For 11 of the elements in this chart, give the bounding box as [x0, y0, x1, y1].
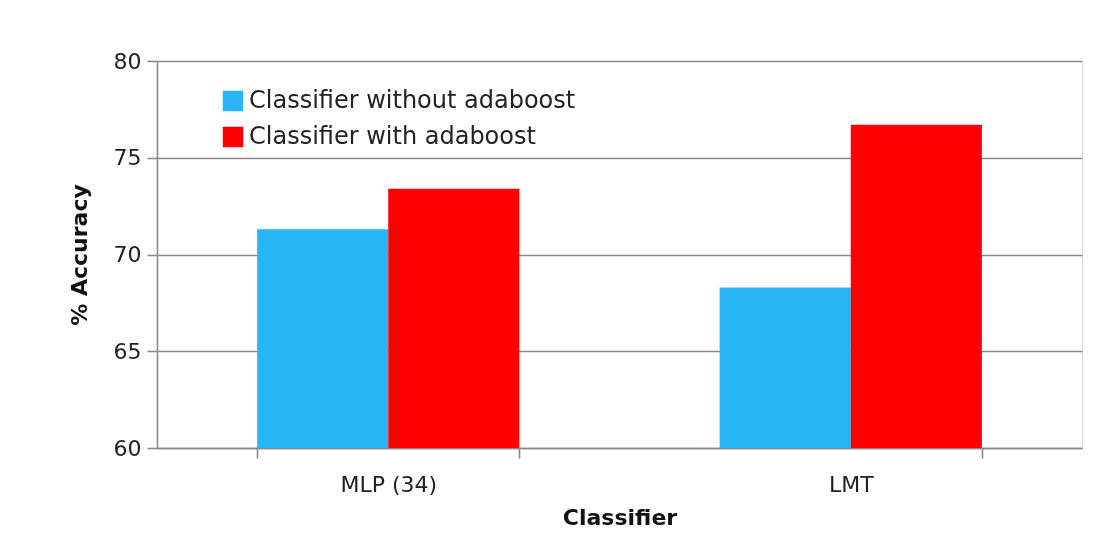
y-tick-label: 60	[113, 435, 142, 461]
y-tick-label: 80	[113, 48, 142, 74]
x-tick-label: MLP (34)	[340, 471, 438, 497]
legend-label: Classifier with adaboost	[249, 122, 536, 150]
y-axis-title: % Accuracy	[66, 184, 92, 326]
legend-label: Classifier without adaboost	[249, 86, 576, 114]
y-tick-label: 70	[113, 242, 142, 267]
y-tick-label: 65	[113, 338, 142, 364]
x-tick-label: LMT	[828, 471, 875, 497]
y-tick-label: 75	[113, 145, 142, 171]
x-axis-title: Classifier	[562, 504, 678, 530]
